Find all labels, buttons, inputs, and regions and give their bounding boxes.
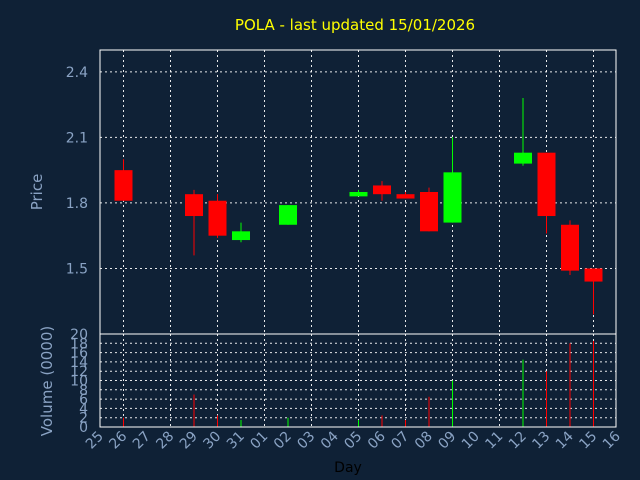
day-axis: 25 26 27 28 29 30 31 01 02 03 04 05 06 07 08 09 10 11 12 13…: [83, 428, 624, 452]
price-tick-label: 1.8: [66, 196, 88, 212]
volume-tick-label: 16: [70, 346, 88, 362]
x-tick-label: 10: [459, 429, 483, 453]
candle-body: [561, 224, 579, 271]
volume-tick-label: 12: [70, 364, 88, 380]
candle-body: [584, 268, 603, 282]
candle-body: [349, 192, 368, 197]
price-tick-label: 2.1: [66, 130, 88, 146]
volume-tick-label: 20: [70, 327, 88, 343]
candle-body: [279, 205, 297, 225]
volume-axis-label: Volume (0000): [38, 326, 56, 436]
x-tick-label: 02: [271, 429, 295, 453]
x-tick-label: 05: [341, 429, 365, 453]
candle-body: [373, 185, 391, 195]
x-tick-label: 29: [177, 429, 201, 453]
x-tick-label: 30: [200, 429, 224, 453]
x-tick-label: 09: [435, 429, 459, 453]
volume-tick-label: 6: [79, 392, 88, 408]
price-candles: [114, 98, 603, 315]
x-tick-label: 12: [506, 429, 530, 453]
candle-body: [185, 194, 203, 217]
x-axis-label: Day: [334, 460, 362, 476]
x-tick-label: 26: [106, 428, 130, 452]
x-tick-label: 31: [224, 429, 248, 453]
candle-body: [114, 170, 133, 201]
x-tick-label: 28: [153, 429, 177, 453]
candle-body: [208, 200, 227, 236]
x-tick-label: 11: [482, 429, 506, 453]
chart-title: POLA - last updated 15/01/2026: [235, 16, 475, 34]
volume-tick-label: 4: [79, 401, 88, 417]
volume-tick-label: 10: [70, 374, 88, 390]
candle-body: [420, 192, 438, 232]
x-tick-label: 16: [600, 428, 624, 452]
volume-tick-label: 18: [70, 336, 88, 352]
volume-tick-label: 14: [70, 355, 88, 371]
candle-body: [537, 152, 556, 217]
x-tick-label: 27: [130, 429, 154, 453]
volume-tick-label: 0: [79, 420, 88, 436]
volume-grid: [100, 334, 616, 427]
x-tick-label: 07: [388, 429, 412, 453]
x-tick-label: 13: [529, 429, 553, 453]
candle-body: [232, 231, 250, 241]
x-tick-label: 01: [247, 429, 271, 453]
x-tick-label: 04: [318, 428, 342, 452]
candle-body: [443, 172, 462, 223]
x-tick-label: 15: [576, 429, 600, 453]
x-tick-label: 06: [365, 428, 389, 452]
volume-bars: [123, 340, 594, 427]
x-tick-label: 03: [294, 429, 318, 453]
volume-tick-label: 2: [79, 411, 88, 427]
volume-tick-label: 8: [79, 383, 88, 399]
price-axis: 2.4 2.1 1.8 1.5: [66, 65, 88, 278]
x-tick-label: 14: [553, 428, 577, 452]
candle-body: [514, 152, 532, 164]
candle-body: [396, 194, 415, 199]
x-tick-label: 08: [412, 429, 436, 453]
volume-panel-frame: [99, 333, 617, 428]
price-tick-label: 1.5: [66, 261, 88, 277]
price-tick-label: 2.4: [66, 65, 88, 81]
price-axis-label: Price: [28, 174, 46, 211]
